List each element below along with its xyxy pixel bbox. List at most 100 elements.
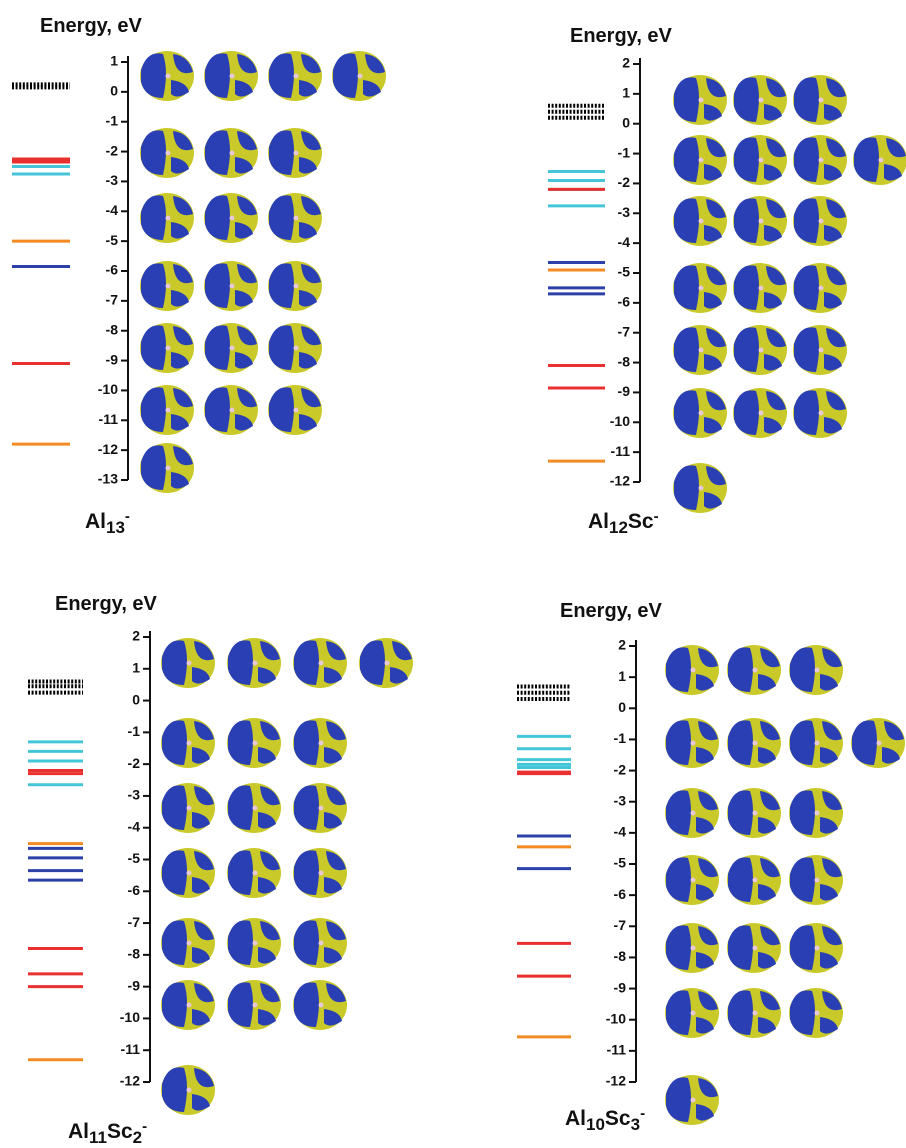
orbital: [161, 718, 215, 768]
orbital-lobe: [728, 925, 753, 970]
orbital: [793, 388, 847, 438]
atom: [252, 1002, 258, 1008]
orbital-lobe: [758, 721, 780, 764]
y-tick-label: 1: [132, 659, 140, 675]
y-tick-label: -4: [618, 234, 631, 250]
atom: [814, 945, 820, 951]
atom: [690, 945, 696, 951]
orbital-lobe: [228, 640, 253, 685]
orbital-lobe: [674, 465, 699, 510]
atom: [165, 215, 171, 221]
atom: [690, 667, 696, 673]
orbital: [140, 261, 194, 311]
orbital-lobe: [171, 326, 193, 369]
orbital-lobe: [734, 390, 759, 435]
atom: [229, 150, 235, 156]
orbital-lobe: [269, 387, 294, 432]
atom: [878, 157, 884, 163]
y-tick-label: -4: [128, 818, 141, 834]
orbital: [161, 783, 215, 833]
orbital-lobe: [141, 445, 166, 490]
orbital: [204, 128, 258, 178]
orbital: [733, 325, 787, 375]
atom: [252, 740, 258, 746]
atom: [814, 667, 820, 673]
orbital-lobe: [235, 131, 257, 174]
y-tick-label: -4: [106, 202, 119, 218]
y-tick-label: -7: [128, 914, 141, 930]
atom: [186, 940, 192, 946]
atom: [229, 407, 235, 413]
y-tick-label: -2: [614, 761, 627, 777]
orbital: [161, 918, 215, 968]
orbital-lobe: [734, 137, 759, 182]
atom: [293, 407, 299, 413]
orbital-lobe: [228, 785, 253, 830]
orbital-lobe: [728, 720, 753, 765]
orbital-lobe: [764, 266, 786, 309]
atom: [814, 740, 820, 746]
orbital-lobe: [235, 196, 257, 239]
formula-part: Al: [68, 1120, 89, 1143]
y-tick-label: -2: [618, 174, 631, 190]
formula: Al12Sc-: [588, 508, 659, 537]
orbital: [789, 923, 843, 973]
orbital-lobe: [294, 982, 319, 1027]
atom: [229, 215, 235, 221]
orbital: [665, 645, 719, 695]
atom: [698, 218, 704, 224]
formula-part: Sc: [605, 1107, 631, 1130]
orbital-lobe: [171, 196, 193, 239]
orbital: [140, 128, 194, 178]
y-tick-label: -12: [98, 441, 118, 457]
orbital-lobe: [854, 137, 879, 182]
orbital: [793, 135, 847, 185]
orbital-lobe: [205, 53, 230, 98]
orbital-lobe: [171, 131, 193, 174]
orbital-lobe: [258, 721, 280, 764]
orbital: [293, 980, 347, 1030]
orbital-lobe: [764, 138, 786, 181]
orbital-lobe: [235, 54, 257, 97]
y-tick-label: -12: [606, 1073, 626, 1089]
orbital-lobe: [192, 641, 214, 684]
orbital-lobe: [734, 265, 759, 310]
atom: [818, 410, 824, 416]
y-tick-label: -3: [106, 172, 119, 188]
atom: [814, 810, 820, 816]
atom: [165, 283, 171, 289]
orbital-lobe: [820, 926, 842, 969]
atom: [690, 877, 696, 883]
orbital-lobe: [205, 263, 230, 308]
orbital-lobe: [824, 391, 846, 434]
atom: [165, 150, 171, 156]
orbital-lobe: [294, 640, 319, 685]
orbital-lobe: [269, 53, 294, 98]
orbital-lobe: [666, 925, 691, 970]
atom: [698, 157, 704, 163]
orbital-lobe: [324, 983, 346, 1026]
orbital-lobe: [758, 791, 780, 834]
orbital-lobe: [228, 920, 253, 965]
orbital: [665, 1075, 719, 1125]
axis-title: Energy, eV: [570, 25, 673, 47]
orbital: [268, 261, 322, 311]
orbital-lobe: [258, 851, 280, 894]
orbital-lobe: [235, 264, 257, 307]
orbital-lobe: [820, 991, 842, 1034]
orbital-lobe: [696, 648, 718, 691]
y-tick-label: -11: [121, 1041, 141, 1057]
orbital-lobe: [228, 720, 253, 765]
orbital: [204, 193, 258, 243]
orbital: [673, 75, 727, 125]
orbital-lobe: [704, 328, 726, 371]
atom: [252, 805, 258, 811]
atom: [357, 73, 363, 79]
y-tick-label: -10: [610, 413, 630, 429]
orbital-lobe: [758, 858, 780, 901]
y-tick-label: -8: [128, 946, 141, 962]
orbital-lobe: [192, 1068, 214, 1111]
orbital: [673, 463, 727, 513]
orbital-lobe: [820, 648, 842, 691]
atom: [752, 667, 758, 673]
